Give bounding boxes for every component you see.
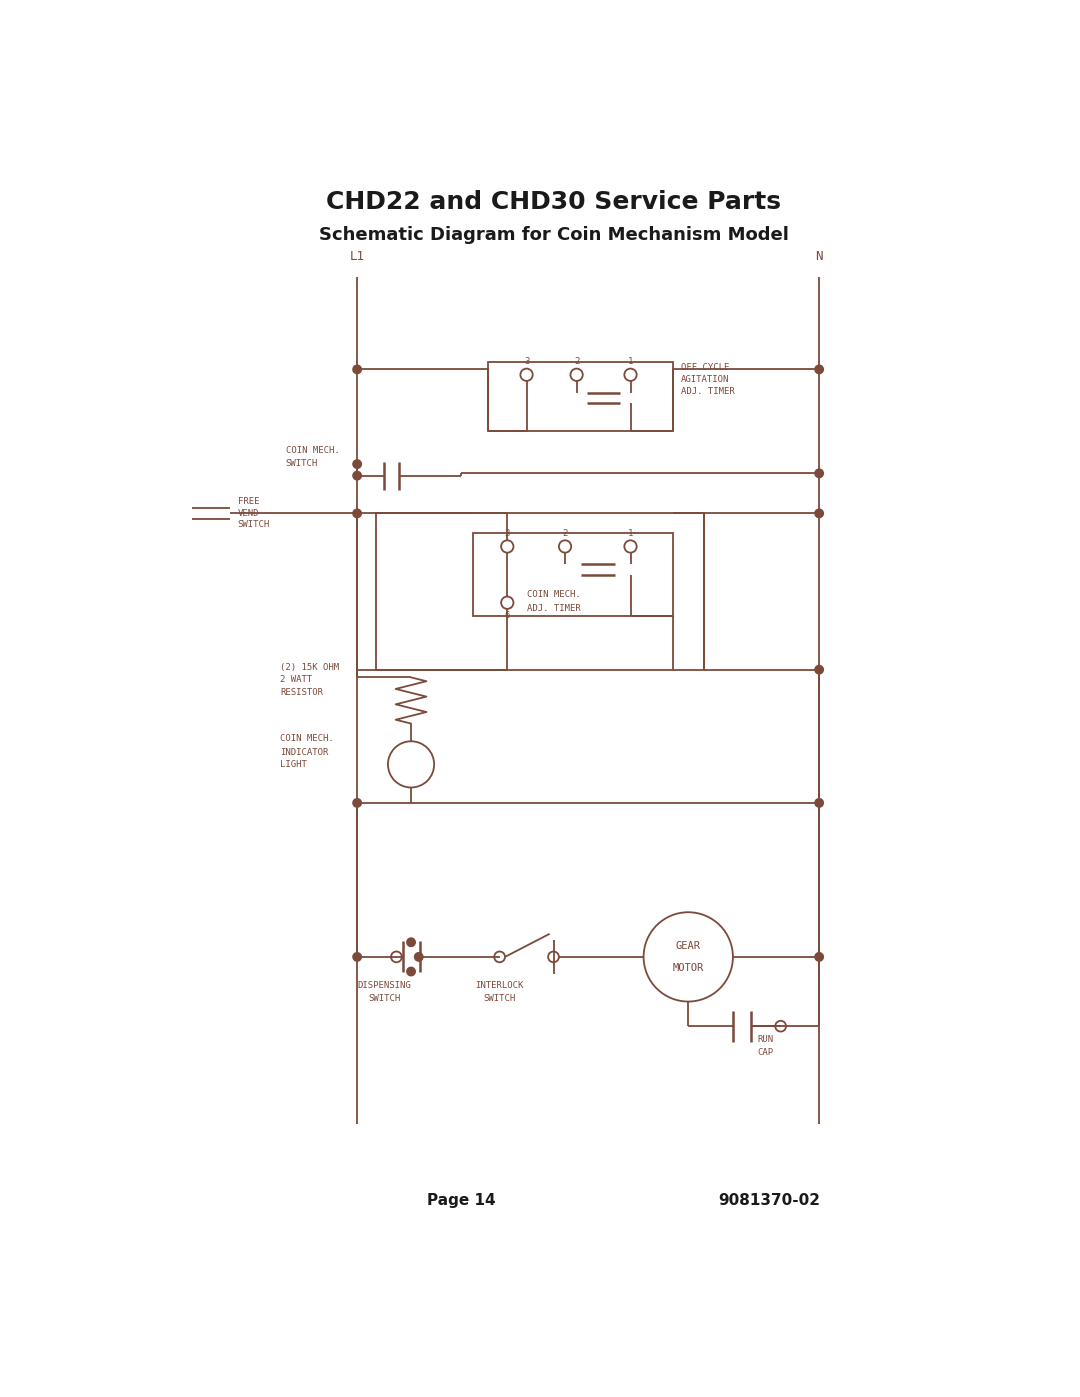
Text: 3: 3 [524,358,529,366]
Circle shape [353,365,362,373]
Circle shape [353,799,362,807]
Text: N: N [815,250,823,263]
Circle shape [815,469,823,478]
Bar [488,362,673,432]
Circle shape [353,471,362,481]
Text: COIN MECH.: COIN MECH. [280,735,334,743]
Text: ADJ. TIMER: ADJ. TIMER [680,387,734,397]
Text: CHD22 and CHD30 Service Parts: CHD22 and CHD30 Service Parts [326,190,781,214]
Circle shape [815,953,823,961]
Text: 2: 2 [573,358,579,366]
Text: 1: 1 [627,529,633,538]
Circle shape [353,460,362,468]
Text: 3: 3 [504,529,510,538]
Text: 6: 6 [504,610,510,619]
Text: INDICATOR: INDICATOR [280,747,328,757]
Text: 2 WATT: 2 WATT [280,675,312,685]
Text: FREE: FREE [238,497,259,506]
Text: SWITCH: SWITCH [484,995,516,1003]
Text: (2) 15K OHM: (2) 15K OHM [280,662,339,672]
Circle shape [415,953,423,961]
Text: CAP: CAP [757,1048,773,1058]
Text: COIN MECH.: COIN MECH. [285,446,339,455]
Text: 9081370-02: 9081370-02 [718,1193,820,1208]
Text: SWITCH: SWITCH [285,458,318,468]
Text: RESISTOR: RESISTOR [280,687,323,697]
Text: RUN: RUN [757,1035,773,1044]
Text: LIGHT: LIGHT [280,760,307,768]
Circle shape [353,953,362,961]
Text: INTERLOCK: INTERLOCK [475,981,524,990]
Text: ADJ. TIMER: ADJ. TIMER [527,604,580,612]
Text: COIN MECH.: COIN MECH. [527,591,580,599]
Text: L1: L1 [350,250,365,263]
Text: SWITCH: SWITCH [368,995,401,1003]
Text: Page 14: Page 14 [427,1193,496,1208]
Text: DISPENSING: DISPENSING [357,981,411,990]
Circle shape [407,937,416,947]
Text: GEAR: GEAR [676,942,701,951]
Bar [377,513,704,669]
Text: SWITCH: SWITCH [238,521,270,529]
Text: Schematic Diagram for Coin Mechanism Model: Schematic Diagram for Coin Mechanism Mod… [319,226,788,243]
Text: 1: 1 [627,358,633,366]
Circle shape [815,799,823,807]
Text: VEND: VEND [238,509,259,518]
Text: MOTOR: MOTOR [673,963,704,972]
Circle shape [407,967,416,975]
Text: 2: 2 [563,529,568,538]
Circle shape [815,365,823,373]
Circle shape [353,509,362,518]
Circle shape [815,665,823,673]
Circle shape [815,509,823,518]
Text: OFF CYCLE: OFF CYCLE [680,363,729,372]
Text: AGITATION: AGITATION [680,374,729,384]
Bar [473,534,673,616]
